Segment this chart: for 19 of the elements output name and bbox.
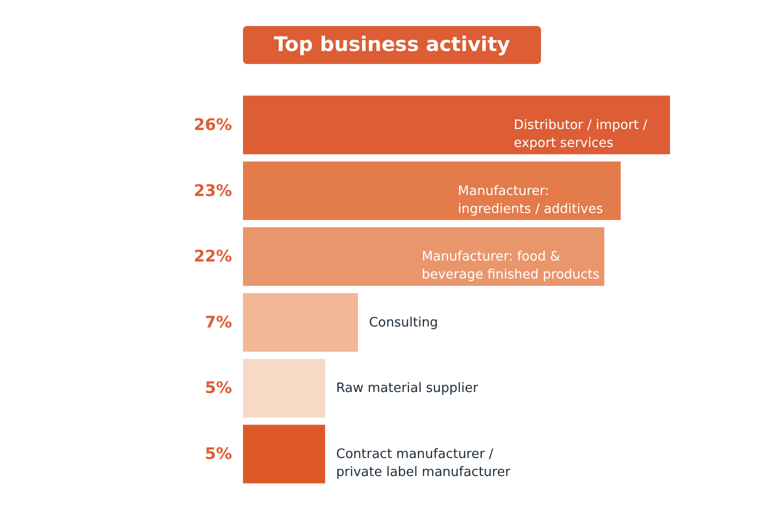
chart-title: Top business activity bbox=[274, 32, 510, 56]
y-tick-label: Manufacturer: food & beverage finished products bbox=[422, 250, 600, 283]
data-label: 5% bbox=[204, 444, 232, 464]
bar bbox=[243, 96, 670, 154]
y-tick-label: Manufacturer: ingredients / additives bbox=[458, 184, 604, 217]
y-tick-label: Contract manufacturer / private label manufacturer bbox=[336, 447, 511, 480]
bar bbox=[243, 424, 326, 484]
y-tick-label: Raw material supplier bbox=[336, 381, 479, 396]
data-label: 26% bbox=[194, 114, 232, 134]
bar bbox=[243, 227, 604, 286]
bar bbox=[243, 293, 358, 352]
y-tick-label: Consulting bbox=[368, 315, 438, 330]
data-label: 23% bbox=[194, 180, 232, 200]
data-label: 7% bbox=[204, 312, 232, 332]
bar bbox=[243, 161, 621, 220]
data-label: 22% bbox=[194, 246, 232, 266]
data-label: 5% bbox=[204, 378, 232, 398]
y-tick-label: Distributor / import / export services bbox=[514, 118, 648, 151]
bar bbox=[243, 358, 326, 418]
